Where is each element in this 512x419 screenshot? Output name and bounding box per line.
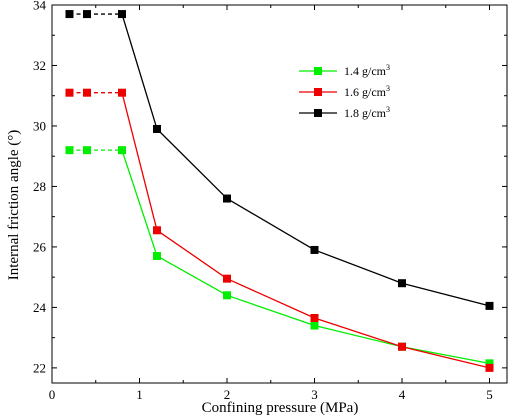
series-point	[153, 226, 161, 235]
legend-label: 1.6 g/cm3	[344, 84, 390, 99]
series-point	[65, 88, 74, 97]
y-tick-label: 30	[33, 118, 46, 133]
series-1	[65, 146, 494, 368]
series-layer	[65, 10, 494, 372]
series-point	[118, 88, 126, 97]
y-tick-label: 32	[33, 58, 46, 73]
series-line-segment	[121, 92, 158, 231]
series-point	[83, 88, 91, 97]
series-line-segment	[401, 346, 490, 364]
series-line-segment	[156, 229, 228, 280]
series-point	[223, 194, 231, 203]
series-line-segment	[226, 197, 315, 251]
series-point	[398, 342, 406, 351]
x-axis-title: Confining pressure (MPa)	[202, 400, 359, 416]
series-line-segment	[226, 278, 315, 319]
x-tick-label: 1	[136, 387, 143, 402]
series-line-segment	[226, 294, 315, 327]
plot-frame	[51, 4, 508, 384]
series-line-segment	[121, 149, 158, 257]
legend-marker	[314, 67, 322, 75]
y-tick-label: 26	[33, 239, 47, 254]
series-line-segment	[314, 317, 403, 348]
series-point	[398, 279, 406, 288]
series-point	[485, 301, 494, 310]
series-point	[485, 363, 494, 372]
series-point	[83, 146, 91, 155]
series-point	[118, 146, 126, 155]
y-tick-label: 24	[33, 300, 47, 315]
legend-label: 1.8 g/cm3	[344, 105, 390, 120]
series-point	[485, 359, 494, 368]
series-3	[65, 10, 494, 310]
series-line-segment	[314, 324, 403, 348]
series-point	[83, 10, 91, 19]
series-point	[223, 291, 231, 300]
legend: 1.4 g/cm3 1.6 g/cm3 1.8 g/cm3	[299, 63, 390, 120]
legend-label: 1.4 g/cm3	[344, 63, 390, 78]
series-2	[65, 88, 494, 372]
series-point	[65, 146, 74, 155]
series-point	[223, 274, 231, 283]
x-tick-label: 4	[399, 387, 406, 402]
series-point	[310, 245, 319, 254]
legend-marker	[314, 88, 322, 96]
series-line-segment	[401, 346, 490, 369]
x-tick-label: 3	[311, 387, 318, 402]
series-point	[153, 124, 161, 133]
series-line-segment	[314, 249, 403, 284]
series-point	[153, 251, 161, 260]
y-tick-label: 28	[33, 179, 46, 194]
series-point	[310, 313, 319, 322]
y-tick-label: 34	[33, 0, 47, 13]
series-line-segment	[121, 13, 158, 130]
series-line-segment	[156, 128, 228, 199]
y-axis-title: Internal friction angle (°)	[6, 130, 22, 281]
x-tick-label: 2	[224, 387, 231, 402]
legend-marker	[314, 109, 322, 117]
series-line-segment	[401, 282, 490, 307]
x-tick-label: 0	[49, 387, 56, 402]
series-point	[118, 10, 126, 19]
series-line-segment	[156, 255, 228, 296]
series-point	[310, 321, 319, 330]
x-tick-label: 5	[486, 387, 493, 402]
y-tick-label: 22	[33, 360, 46, 375]
series-point	[65, 10, 74, 19]
